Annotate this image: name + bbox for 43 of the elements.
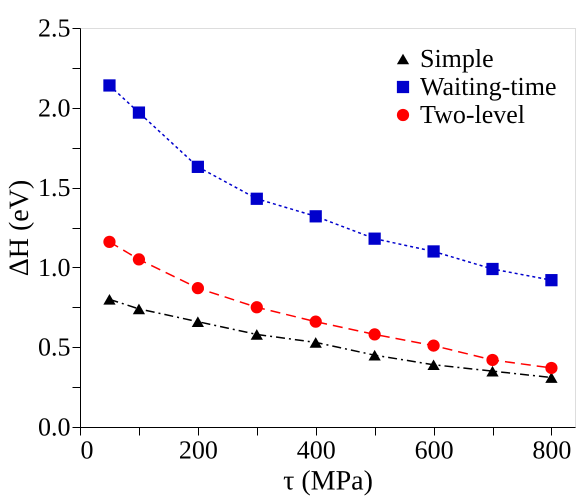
point xyxy=(132,304,146,314)
x-tick-label: 200 xyxy=(178,436,218,464)
legend-label: Simple xyxy=(420,44,494,73)
point xyxy=(192,160,204,173)
x-tick-label: 400 xyxy=(296,436,336,464)
point xyxy=(427,245,440,258)
legend-label: Two-level xyxy=(420,100,526,129)
point xyxy=(132,253,146,266)
point xyxy=(132,106,146,119)
point xyxy=(310,337,322,348)
y-tick-label: 2.0 xyxy=(38,93,70,122)
point xyxy=(486,366,499,376)
x-tick-label: 800 xyxy=(532,436,572,464)
point xyxy=(368,232,381,245)
x-tick-label: 0 xyxy=(80,436,94,464)
point xyxy=(103,79,116,92)
point xyxy=(368,328,381,341)
point xyxy=(192,316,204,327)
y-tick-label: 1.5 xyxy=(38,173,70,202)
point xyxy=(103,236,116,248)
y-axis-title: ΔH (eV) xyxy=(4,180,35,276)
point xyxy=(310,316,322,328)
y-tick-label: 0.0 xyxy=(38,412,70,442)
point xyxy=(250,329,263,340)
point xyxy=(486,262,499,276)
point xyxy=(545,372,558,383)
point xyxy=(250,192,263,205)
legend-label: Waiting-time xyxy=(420,72,557,101)
point xyxy=(545,274,558,286)
x-axis-title: τ (MPa) xyxy=(283,466,373,496)
point xyxy=(427,339,440,352)
point xyxy=(427,359,440,370)
point xyxy=(545,362,558,374)
y-tick-label: 1.0 xyxy=(38,252,70,282)
point xyxy=(310,210,322,222)
point xyxy=(250,301,263,314)
point xyxy=(368,350,381,360)
y-tick-label: 2.5 xyxy=(38,14,70,42)
y-tick-label: 0.5 xyxy=(38,332,70,362)
point xyxy=(486,354,499,366)
x-tick-label: 600 xyxy=(414,436,454,464)
point xyxy=(103,294,116,305)
point xyxy=(192,282,204,294)
